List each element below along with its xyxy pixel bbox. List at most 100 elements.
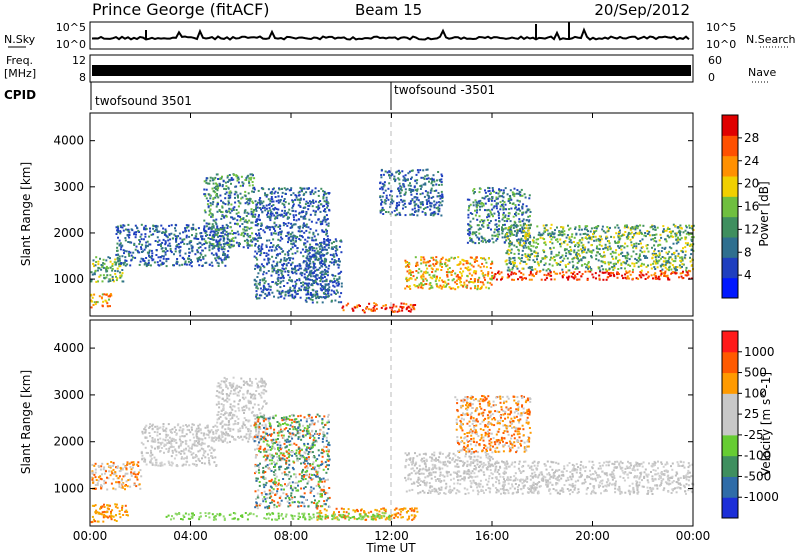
data-cell: [142, 259, 145, 262]
data-cell: [663, 264, 666, 267]
data-cell: [463, 281, 466, 284]
data-cell: [324, 192, 326, 195]
data-cell: [556, 272, 559, 275]
data-cell: [503, 223, 506, 226]
data-cell: [215, 185, 217, 188]
data-cell: [152, 227, 155, 230]
data-cell: [152, 258, 155, 261]
data-cell: [228, 179, 231, 182]
data-cell: [503, 241, 506, 244]
data-cell: [688, 245, 691, 247]
data-cell: [513, 278, 515, 281]
data-cell: [483, 197, 486, 200]
data-cell: [435, 275, 438, 278]
data-cell: [269, 191, 272, 194]
data-cell: [123, 474, 126, 477]
data-cell: [222, 254, 224, 256]
data-cell: [596, 225, 599, 228]
data-cell: [523, 277, 526, 279]
data-cell: [183, 242, 186, 245]
data-cell: [247, 212, 250, 215]
data-cell: [323, 200, 326, 203]
data-cell: [571, 258, 574, 260]
data-cell: [647, 271, 650, 274]
data-cell: [535, 241, 538, 244]
data-cell: [645, 265, 648, 268]
data-cell: [312, 260, 315, 263]
data-cell: [248, 177, 251, 180]
data-cell: [497, 235, 500, 238]
data-cell: [467, 266, 470, 269]
data-cell: [497, 210, 500, 213]
data-cell: [620, 267, 623, 270]
data-cell: [215, 239, 218, 242]
data-cell: [426, 168, 429, 171]
data-cell: [315, 206, 318, 209]
noise-tick-top-left: 10^5: [56, 21, 86, 34]
data-cell: [319, 272, 322, 274]
data-cell: [338, 295, 341, 298]
data-cell: [238, 201, 241, 204]
data-cell: [307, 202, 309, 204]
data-cell: [182, 424, 185, 427]
data-cell: [618, 247, 621, 249]
data-cell: [252, 215, 254, 218]
data-cell: [419, 185, 422, 187]
data-cell: [435, 189, 438, 192]
data-cell: [324, 297, 327, 300]
data-cell: [556, 226, 558, 229]
data-cell: [481, 272, 484, 275]
data-cell: [269, 209, 272, 212]
data-cell: [276, 261, 279, 264]
data-cell: [215, 194, 218, 197]
data-cell: [457, 278, 460, 281]
data-cell: [509, 189, 512, 192]
data-cell: [624, 273, 627, 276]
data-cell: [363, 310, 366, 313]
data-cell: [248, 199, 251, 202]
data-cell: [613, 266, 616, 269]
data-cell: [137, 473, 139, 476]
data-cell: [547, 272, 550, 275]
data-cell: [254, 224, 257, 227]
data-cell: [562, 226, 565, 229]
data-cell: [330, 293, 333, 296]
data-cell: [105, 511, 108, 514]
data-cell: [337, 281, 340, 283]
data-cell: [625, 272, 628, 274]
data-cell: [323, 276, 326, 278]
data-cell: [529, 236, 532, 239]
data-cell: [251, 200, 254, 203]
data-cell: [279, 286, 282, 289]
data-cell: [300, 188, 303, 191]
data-cell: [433, 206, 436, 209]
data-cell: [287, 222, 290, 225]
data-cell: [507, 217, 510, 220]
data-cell: [253, 255, 256, 258]
data-cell: [412, 304, 415, 307]
data-cell: [257, 282, 260, 285]
data-cell: [169, 238, 172, 241]
data-cell: [626, 245, 629, 248]
data-cell: [527, 234, 530, 237]
noise-trace: [91, 27, 690, 41]
data-cell: [113, 473, 116, 476]
data-cell: [595, 258, 598, 261]
data-cell: [323, 246, 326, 249]
data-cell: [239, 215, 242, 218]
data-cell: [276, 214, 279, 217]
data-cell: [319, 295, 322, 298]
data-cell: [466, 229, 469, 232]
data-cell: [244, 219, 247, 222]
data-cell: [390, 190, 393, 193]
data-cell: [509, 240, 511, 243]
data-cell: [495, 191, 498, 194]
data-cell: [420, 256, 423, 259]
data-cell: [305, 213, 308, 216]
data-cell: [165, 230, 167, 233]
data-cell: [144, 224, 147, 227]
data-cell: [197, 424, 200, 427]
data-cell: [266, 239, 268, 242]
data-cell: [568, 228, 570, 231]
data-cell: [179, 440, 182, 442]
